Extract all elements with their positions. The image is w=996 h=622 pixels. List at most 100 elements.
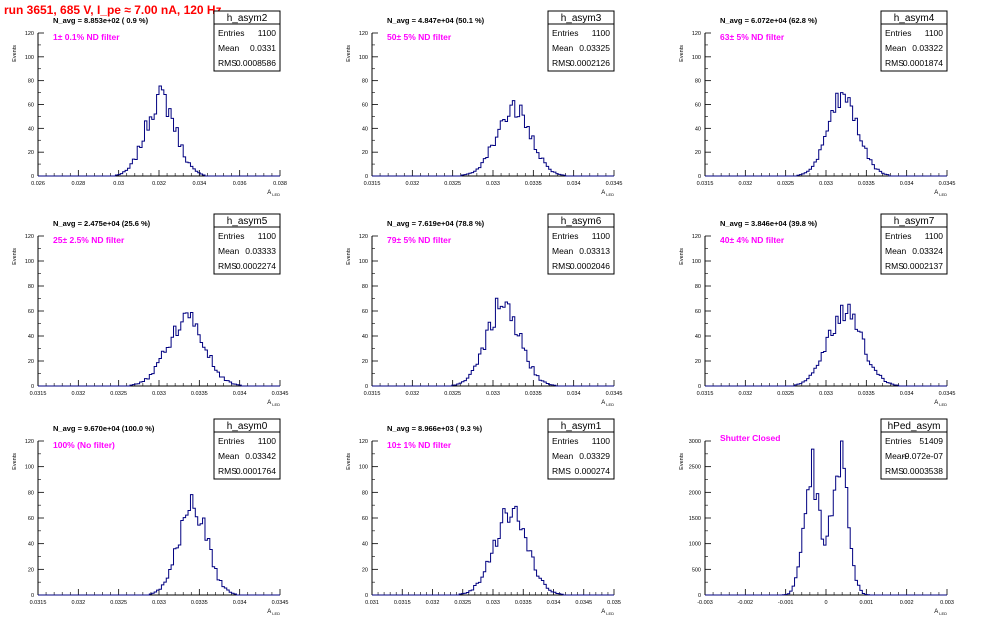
stats-label: Entries	[218, 231, 244, 241]
x-tick-label: 0.034	[900, 181, 914, 187]
y-tick-label: 100	[692, 259, 701, 265]
x-tick-label: 0.0315	[30, 391, 47, 397]
x-tick-label: 0.0335	[191, 600, 208, 606]
stats-box: h_asym3 Entries 1100 Mean 0.03325 RMS0.000212…	[547, 10, 615, 72]
y-tick-label: 20	[362, 359, 368, 365]
x-tick-label: 0.002	[900, 600, 914, 606]
y-tick-label: 80	[362, 284, 368, 290]
x-tick-label: 0.032	[152, 181, 166, 187]
y-tick-label: 20	[695, 150, 701, 156]
y-tick-label: 120	[25, 439, 34, 445]
x-tick-label: 0.0335	[858, 181, 875, 187]
stats-label: Entries	[552, 436, 578, 446]
x-tick-label: 0.034	[233, 391, 247, 397]
stats-label: Entries	[552, 231, 578, 241]
stats-box-frame	[213, 418, 281, 480]
stats-value: 0.000274	[575, 466, 611, 476]
stats-value: 0.0331	[250, 43, 276, 53]
x-tick-label: 0.0325	[444, 391, 461, 397]
y-tick-label: 60	[28, 103, 34, 109]
y-tick-label: 80	[362, 490, 368, 496]
stats-label: Entries	[885, 231, 911, 241]
stats-label: Entries	[885, 436, 911, 446]
y-tick-label: 120	[25, 31, 34, 37]
stats-value: 0.03329	[579, 451, 610, 461]
y-tick-label: 0	[31, 593, 34, 599]
y-tick-label: 80	[695, 284, 701, 290]
stats-box-title: h_asym5	[227, 216, 268, 227]
stats-value: 0.03324	[912, 246, 943, 256]
stats-value: 1100	[925, 28, 944, 38]
y-tick-label: 100	[25, 55, 34, 61]
x-axis-label: ALED	[267, 190, 280, 197]
x-tick-label: 0.034	[547, 600, 561, 606]
histogram-line	[38, 312, 280, 387]
x-tick-label: 0.033	[486, 600, 500, 606]
stats-value: 0.0002274	[236, 261, 276, 271]
filter-label: 1± 0.1% ND filter	[53, 32, 120, 42]
y-tick-label: 60	[362, 309, 368, 315]
stats-label: RMS	[552, 261, 571, 271]
filter-label: 25± 2.5% ND filter	[53, 235, 125, 245]
x-tick-label: 0.0345	[939, 181, 956, 187]
x-axis-label: ALED	[267, 400, 280, 407]
x-tick-label: 0.0345	[272, 600, 289, 606]
navg-label: N_avg = 2.475e+04 (25.6 %)	[53, 219, 151, 228]
histogram-line	[372, 100, 614, 177]
stats-value: 51409	[919, 436, 943, 446]
navg-label: N_avg = 4.847e+04 (50.1 %)	[387, 16, 485, 25]
x-tick-label: 0.0345	[272, 391, 289, 397]
x-axis-label: ALED	[267, 609, 280, 616]
x-tick-label: 0.0335	[858, 391, 875, 397]
histogram-panel-h_asym3: 0 20 40 60 80 100 120 0.0315 0.032 0.0325 0.033 0.0…	[346, 10, 622, 197]
x-tick-label: 0.032	[405, 181, 419, 187]
y-tick-label: 1000	[689, 542, 701, 548]
y-tick-label: 2000	[689, 490, 701, 496]
y-axis-label: Events	[12, 453, 18, 470]
stats-box-title: hPed_asym	[888, 421, 941, 432]
y-tick-label: 0	[365, 593, 368, 599]
stats-label: RMS	[218, 466, 237, 476]
x-tick-label: 0.036	[233, 181, 247, 187]
stats-label: Mean	[885, 43, 907, 53]
y-tick-label: 20	[362, 567, 368, 573]
y-tick-label: 80	[695, 79, 701, 85]
stats-box-frame	[213, 10, 281, 72]
x-axis-label: ALED	[601, 190, 614, 197]
stats-value: 0.0001764	[236, 466, 276, 476]
stats-value: 0.0001874	[903, 58, 943, 68]
filter-label: 100% (No filter)	[53, 440, 115, 450]
stats-box-title: h_asym1	[561, 421, 602, 432]
stats-value: 0.03313	[579, 246, 610, 256]
navg-label: N_avg = 8.966e+03 ( 9.3 %)	[387, 424, 483, 433]
y-tick-label: 100	[359, 465, 368, 471]
stats-label: Mean	[552, 246, 574, 256]
stats-value: 0.0002137	[903, 261, 943, 271]
x-tick-label: 0.0325	[444, 181, 461, 187]
x-tick-label: 0.032	[738, 181, 752, 187]
histogram-panel-h_asym5: 0 20 40 60 80 100 120 0.0315 0.032 0.0325 0.033 0.0…	[12, 213, 289, 407]
x-tick-label: 0.0325	[454, 600, 471, 606]
y-tick-label: 20	[695, 359, 701, 365]
y-tick-label: 3000	[689, 439, 701, 445]
x-tick-label: 0.0325	[110, 600, 127, 606]
stats-box-frame	[547, 213, 615, 275]
stats-label: Entries	[218, 28, 244, 38]
stats-value: 1100	[592, 28, 611, 38]
x-tick-label: 0.033	[152, 600, 166, 606]
histogram-line	[705, 92, 947, 177]
x-tick-label: 0.033	[486, 181, 500, 187]
stats-label: Mean	[885, 451, 907, 461]
x-tick-label: 0.003	[940, 600, 954, 606]
y-tick-label: 0	[698, 593, 701, 599]
stats-label: Entries	[552, 28, 578, 38]
y-tick-label: 60	[695, 103, 701, 109]
y-tick-label: 20	[28, 359, 34, 365]
x-tick-label: 0.0345	[939, 391, 956, 397]
stats-box-frame	[547, 418, 615, 480]
histogram-panel-h_asym4: 0 20 40 60 80 100 120 0.0315 0.032 0.0325 0.033 0.0…	[679, 10, 956, 197]
y-tick-label: 40	[28, 126, 34, 132]
y-tick-label: 0	[365, 174, 368, 180]
x-tick-label: 0.034	[233, 600, 247, 606]
